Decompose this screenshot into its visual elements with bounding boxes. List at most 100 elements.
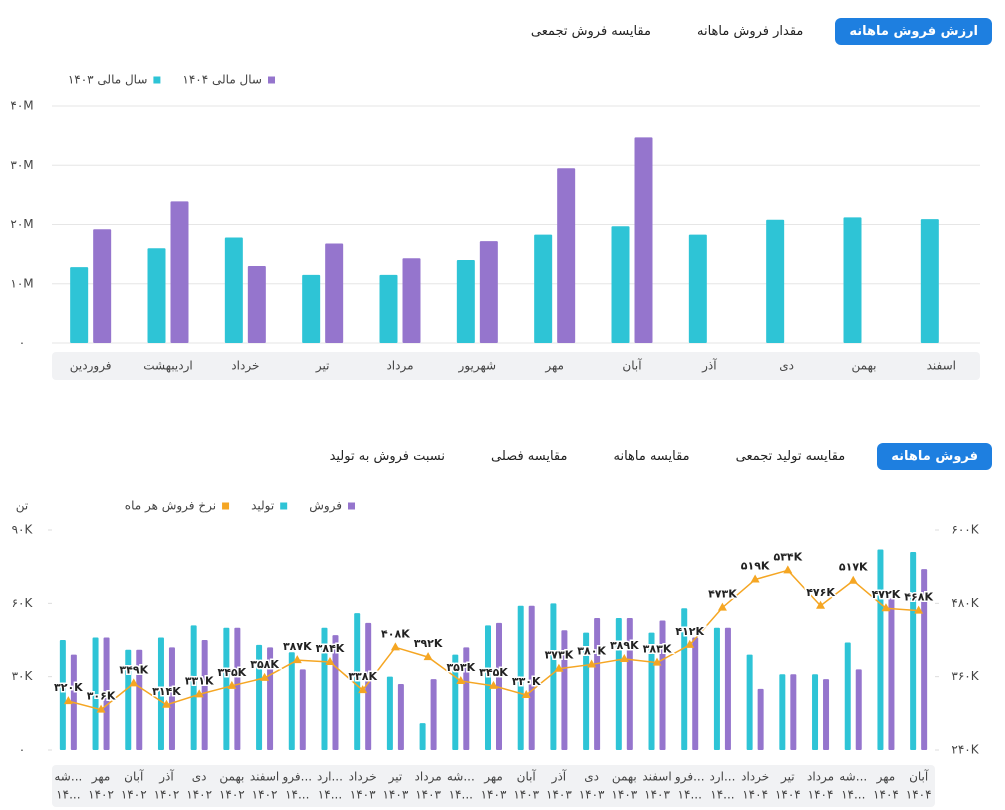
x-tick-label: مرداد bbox=[415, 770, 442, 785]
line-marker bbox=[194, 689, 204, 698]
x-tick-label: دی bbox=[192, 770, 207, 784]
bar bbox=[397, 684, 404, 750]
data-label: ۳۵۸K bbox=[250, 658, 279, 671]
bar bbox=[561, 630, 568, 750]
bar bbox=[692, 637, 699, 750]
bar bbox=[223, 627, 230, 750]
x-tick-label: ۱۴۰۴ bbox=[742, 788, 768, 802]
tab-bar: فروش ماهانه مقایسه تولید تجمعی مقایسه ماها… bbox=[316, 443, 992, 470]
x-tick-label: مهر bbox=[544, 359, 564, 374]
bar bbox=[790, 674, 797, 750]
data-label: ۳۴۵K bbox=[479, 666, 508, 679]
bar bbox=[247, 265, 266, 343]
y-tick-label: ۰ bbox=[19, 743, 25, 757]
category-band bbox=[52, 352, 980, 380]
bar bbox=[844, 642, 851, 750]
bar bbox=[170, 201, 189, 343]
bar bbox=[713, 627, 720, 750]
bar bbox=[463, 647, 470, 750]
data-label: ۴۱۲K bbox=[675, 625, 704, 638]
x-tick-label: اسفند bbox=[927, 359, 956, 373]
x-tick-label: ۱۴۰۲ bbox=[252, 788, 278, 802]
y-tick-label: ۰ bbox=[19, 336, 25, 350]
x-tick-label: شه... bbox=[839, 770, 867, 784]
bar bbox=[496, 622, 502, 750]
bar bbox=[479, 241, 498, 343]
bar bbox=[332, 635, 339, 750]
bar bbox=[757, 688, 764, 750]
bar bbox=[779, 674, 786, 750]
data-label: ۵۳۴K bbox=[773, 550, 802, 563]
bar bbox=[843, 217, 862, 343]
bar bbox=[168, 647, 175, 750]
bar bbox=[379, 274, 398, 343]
line-marker bbox=[685, 639, 695, 648]
bar bbox=[877, 549, 884, 750]
line-marker bbox=[554, 663, 564, 672]
legend-label: سال مالی ۱۴۰۳ bbox=[68, 73, 148, 87]
x-tick-label: ۱۴۰۲ bbox=[88, 788, 114, 802]
bar bbox=[659, 620, 666, 750]
x-tick-label: ۱۴۰۳ bbox=[382, 788, 408, 802]
data-label: ۳۳۰K bbox=[512, 675, 541, 688]
x-tick-label: آبان bbox=[909, 769, 929, 784]
line-marker bbox=[521, 690, 531, 698]
x-tick-label: ۱۴۰۴ bbox=[775, 788, 801, 802]
bar bbox=[528, 605, 535, 750]
tab[interactable]: مقایسه فروش تجمعی bbox=[530, 24, 651, 39]
data-label: ۵۱۷K bbox=[839, 561, 868, 574]
y2-tick-label: ۳۶۰K bbox=[951, 669, 979, 683]
bar bbox=[201, 640, 208, 750]
tab[interactable]: مقایسه ماهانه bbox=[613, 449, 690, 464]
x-tick-label: ۱۴۰۴ bbox=[808, 788, 834, 802]
x-tick-label: ۱۴۰۳ bbox=[579, 788, 605, 802]
bar bbox=[456, 260, 475, 343]
x-tick-label: ۱۴... bbox=[678, 788, 702, 802]
bar bbox=[626, 618, 633, 750]
x-tick-label: اردیبهشت bbox=[143, 359, 192, 374]
tab[interactable]: ارزش فروش ماهانه bbox=[835, 18, 992, 45]
x-tick-label: فرو... bbox=[674, 770, 705, 785]
bar bbox=[823, 679, 830, 750]
x-tick-label: ۱۴۰۴ bbox=[906, 788, 932, 802]
x-tick-label: بهمن bbox=[219, 770, 244, 785]
x-tick-label: ۱۴۰۳ bbox=[611, 788, 637, 802]
bar bbox=[746, 654, 753, 750]
category-band bbox=[52, 765, 935, 807]
line-marker bbox=[881, 603, 891, 612]
x-tick-label: مهر bbox=[91, 770, 111, 785]
x-tick-label: ارد... bbox=[709, 770, 735, 785]
legend-swatch bbox=[280, 502, 288, 510]
x-tick-label: خرداد bbox=[349, 770, 377, 785]
x-tick-label: آذر bbox=[158, 769, 174, 785]
tab[interactable]: مقایسه تولید تجمعی bbox=[735, 449, 846, 464]
tab[interactable]: فروش ماهانه bbox=[877, 443, 992, 470]
data-label: ۳۸۳K bbox=[643, 643, 672, 656]
line-marker bbox=[63, 696, 73, 705]
y-tick-label: ۲۰M bbox=[10, 217, 33, 231]
x-tick-label: ۱۴... bbox=[56, 788, 80, 802]
y-tick-label: ۶۰K bbox=[12, 596, 34, 610]
bar bbox=[92, 637, 99, 750]
line-marker bbox=[96, 704, 106, 713]
line-marker bbox=[390, 642, 400, 651]
data-label: ۳۳۸K bbox=[348, 670, 377, 683]
x-tick-label: شه... bbox=[447, 770, 475, 784]
data-label: ۳۸۷K bbox=[283, 640, 312, 653]
bar bbox=[485, 625, 491, 750]
data-label: ۳۹۲K bbox=[414, 637, 443, 650]
bar bbox=[59, 640, 66, 750]
y-tick-label: ۹۰K bbox=[12, 523, 34, 537]
data-label: ۳۸۹K bbox=[610, 639, 639, 652]
line-marker bbox=[227, 680, 237, 689]
tab[interactable]: نسبت فروش به تولید bbox=[329, 449, 446, 464]
line-marker bbox=[914, 605, 924, 614]
line-marker bbox=[161, 699, 171, 708]
tab[interactable]: مقایسه فصلی bbox=[491, 449, 568, 464]
bar bbox=[70, 267, 89, 343]
tab[interactable]: مقدار فروش ماهانه bbox=[696, 24, 804, 39]
y-tick-label: ۳۰M bbox=[10, 158, 33, 172]
x-tick-label: تیر bbox=[780, 770, 795, 785]
line-marker bbox=[292, 655, 302, 664]
x-tick-label: ۱۴۰۴ bbox=[873, 788, 899, 802]
